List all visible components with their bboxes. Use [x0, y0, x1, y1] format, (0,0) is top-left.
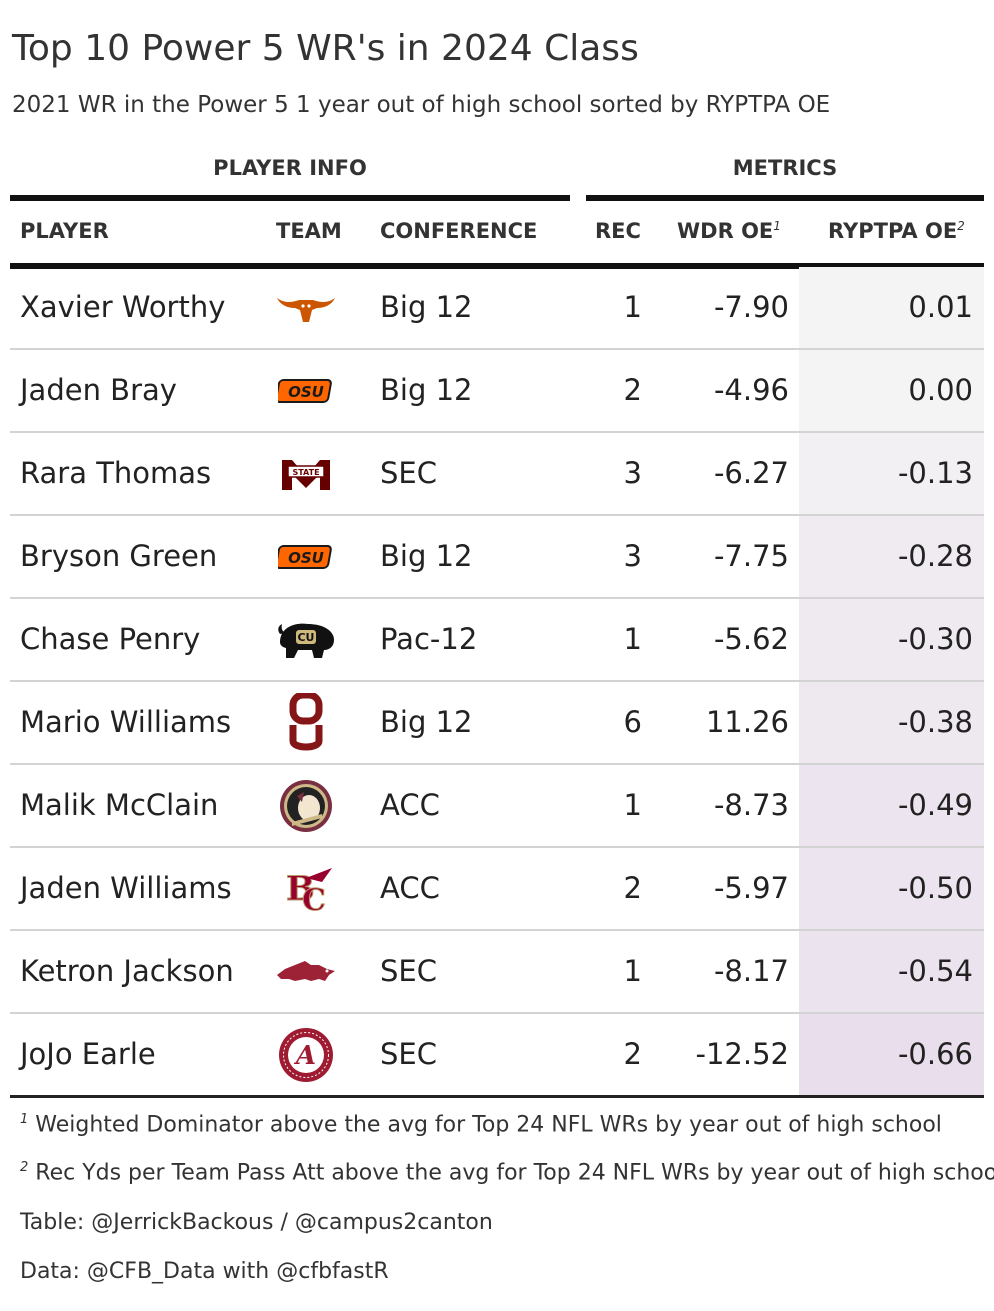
cell-rec: 3: [623, 456, 642, 490]
cell-rec: 2: [623, 373, 642, 407]
svg-text:B: B: [286, 869, 315, 909]
table-bottom-rule: [10, 1095, 984, 1098]
spanner-rule-metrics: [586, 195, 984, 201]
cell-conference: ACC: [380, 871, 440, 905]
cell-wdr-oe: -8.17: [713, 954, 789, 988]
svg-text:A: A: [293, 1041, 316, 1071]
cell-rec: 1: [623, 622, 642, 656]
cell-wdr-oe: -7.90: [713, 290, 789, 324]
table-title: Top 10 Power 5 WR's in 2024 Class: [12, 28, 639, 69]
cell-rec: 1: [623, 954, 642, 988]
source-note-table: Table: @JerrickBackous / @campus2canton: [20, 1210, 493, 1235]
cell-player: Malik McClain: [20, 788, 219, 822]
cell-player: Jaden Bray: [20, 373, 177, 407]
arkansas-razorbacks-logo-icon: [275, 931, 337, 1012]
cell-ryptpa-oe: -0.13: [799, 433, 984, 514]
cell-wdr-oe: -8.73: [713, 788, 789, 822]
colorado-buffaloes-logo-icon: CU: [275, 599, 337, 680]
cell-ryptpa-oe: -0.66: [799, 1014, 984, 1095]
cell-ryptpa-oe: -0.49: [799, 765, 984, 846]
cell-player: Xavier Worthy: [20, 290, 226, 324]
oklahoma-state-logo-icon: OSU: [275, 516, 337, 597]
cell-wdr-oe: -6.27: [713, 456, 789, 490]
table-row: Jaden Bray OSU Big 12 2 -4.96 0.00: [10, 350, 984, 433]
table-row: Chase Penry CU Pac-12 1 -5.62 -0.30: [10, 599, 984, 682]
table-body: Xavier Worthy Big 12 1 -7.90 0.01 Jaden Bray O…: [10, 267, 984, 1097]
cell-wdr-oe: -12.52: [695, 1037, 790, 1071]
table-row: Ketron Jackson SEC 1 -8.17 -0.54: [10, 931, 984, 1014]
cell-wdr-oe: -5.97: [713, 871, 789, 905]
cell-ryptpa-oe: 0.00: [799, 350, 984, 431]
cell-wdr-oe: -5.62: [713, 622, 789, 656]
cell-conference: Big 12: [380, 373, 473, 407]
footnote-1: 1 Weighted Dominator above the avg for T…: [20, 1112, 942, 1138]
cell-player: Chase Penry: [20, 622, 201, 656]
cell-rec: 3: [623, 539, 642, 573]
cell-conference: ACC: [380, 788, 440, 822]
svg-text:STATE: STATE: [292, 468, 319, 477]
svg-text:C: C: [302, 883, 326, 914]
column-header-wdr-oe: WDR OE1: [677, 219, 781, 243]
table-row: Xavier Worthy Big 12 1 -7.90 0.01: [10, 267, 984, 350]
cell-conference: Big 12: [380, 290, 473, 324]
cell-rec: 1: [623, 290, 642, 324]
column-header-player: PLAYER: [20, 219, 109, 243]
cell-conference: SEC: [380, 456, 437, 490]
footnote-mark: 2: [957, 219, 965, 233]
cell-rec: 2: [623, 871, 642, 905]
cell-ryptpa-oe: -0.30: [799, 599, 984, 680]
table-row: Rara Thomas STATE SEC 3 -6.27 -0.13: [10, 433, 984, 516]
cell-rec: 6: [623, 705, 642, 739]
table-row: Bryson Green OSU Big 12 3 -7.75 -0.28: [10, 516, 984, 599]
column-header-team: TEAM: [276, 219, 342, 243]
alabama-crimson-tide-logo-icon: A: [275, 1014, 337, 1095]
oklahoma-sooners-logo-icon: [275, 682, 337, 763]
spanner-metrics: METRICS: [732, 156, 838, 180]
cell-player: Bryson Green: [20, 539, 218, 573]
spanner-rule-player-info: [10, 195, 570, 201]
source-note-data: Data: @CFB_Data with @cfbfastR: [20, 1259, 389, 1284]
cell-wdr-oe: -7.75: [713, 539, 789, 573]
svg-text:CU: CU: [297, 631, 314, 644]
cell-ryptpa-oe: -0.28: [799, 516, 984, 597]
cell-ryptpa-oe: -0.38: [799, 682, 984, 763]
cell-wdr-oe: -4.96: [713, 373, 789, 407]
table-row: Jaden Williams B C ACC 2 -5.97 -0.50: [10, 848, 984, 931]
cell-conference: Big 12: [380, 705, 473, 739]
column-header-ryptpa-oe: RYPTPA OE2: [828, 219, 965, 243]
table-row: Malik McClain ACC 1 -8.73 -0.49: [10, 765, 984, 848]
cell-player: Mario Williams: [20, 705, 232, 739]
cell-conference: SEC: [380, 954, 437, 988]
cell-player: Ketron Jackson: [20, 954, 234, 988]
table-subtitle: 2021 WR in the Power 5 1 year out of hig…: [12, 92, 831, 118]
cell-conference: Pac-12: [380, 622, 478, 656]
svg-text:OSU: OSU: [288, 383, 324, 401]
svg-text:OSU: OSU: [288, 549, 324, 567]
cell-player: Jaden Williams: [20, 871, 232, 905]
texas-longhorns-logo-icon: [275, 267, 337, 348]
spanner-player-info: PLAYER INFO: [213, 156, 367, 180]
mississippi-state-logo-icon: STATE: [275, 433, 337, 514]
footnote-2: 2 Rec Yds per Team Pass Att above the av…: [20, 1160, 994, 1186]
oklahoma-state-logo-icon: OSU: [275, 350, 337, 431]
footnote-mark: 1: [773, 219, 781, 233]
column-header-conference: CONFERENCE: [380, 219, 538, 243]
florida-state-seminoles-logo-icon: [275, 765, 337, 846]
cell-rec: 1: [623, 788, 642, 822]
table-row: Mario Williams Big 12 6 11.26 -0.38: [10, 682, 984, 765]
table-row: JoJo Earle A SEC 2 -12.52 -0.66: [10, 1014, 984, 1097]
cell-conference: Big 12: [380, 539, 473, 573]
cell-ryptpa-oe: -0.50: [799, 848, 984, 929]
cell-conference: SEC: [380, 1037, 437, 1071]
column-header-row: PLAYER TEAM CONFERENCE REC WDR OE1 RYPTP…: [10, 201, 984, 269]
cell-player: JoJo Earle: [20, 1037, 156, 1071]
cell-ryptpa-oe: 0.01: [799, 267, 984, 348]
cell-ryptpa-oe: -0.54: [799, 931, 984, 1012]
cell-player: Rara Thomas: [20, 456, 212, 490]
column-header-rec: REC: [595, 219, 641, 243]
cell-wdr-oe: 11.26: [705, 705, 789, 739]
cell-rec: 2: [623, 1037, 642, 1071]
